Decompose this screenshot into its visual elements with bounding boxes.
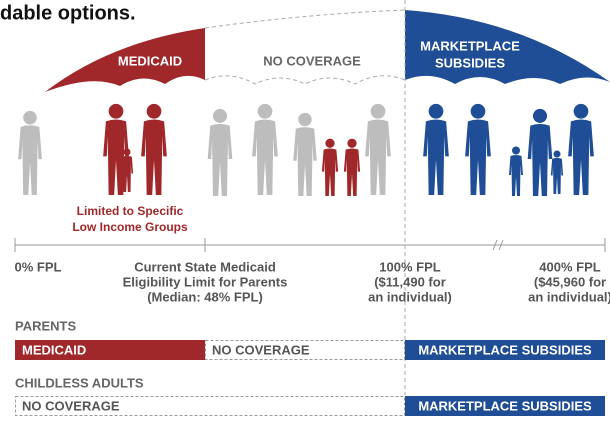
row-label: CHILDLESS ADULTS [15, 375, 144, 390]
axis-label: Eligibility Limit for Parents [123, 274, 288, 289]
row-label: PARENTS [15, 318, 76, 333]
axis-label: an individual) [528, 289, 610, 304]
people [18, 104, 594, 196]
segment-label: MARKETPLACE SUBSIDIES [418, 398, 592, 413]
segment-label: MEDICAID [22, 342, 86, 357]
axis-label: ($11,490 for [374, 274, 446, 289]
axis-label: 100% FPL [379, 259, 440, 274]
canopy-label: NO COVERAGE [263, 53, 361, 68]
segment-label: NO COVERAGE [212, 342, 310, 357]
note: Low Income Groups [72, 220, 188, 234]
axis [15, 238, 605, 252]
canopy-label: SUBSIDIES [435, 55, 505, 70]
axis-label: an individual) [368, 289, 452, 304]
axis-label: (Median: 48% FPL) [147, 289, 263, 304]
infographic: dable options. MEDICAID NO COVERAGE MARK… [0, 0, 610, 418]
segment-label: NO COVERAGE [22, 398, 120, 413]
note: Limited to Specific [77, 204, 184, 218]
title: dable options. [0, 2, 136, 24]
canopy-label: MARKETPLACE [420, 38, 520, 53]
canopy-label: MEDICAID [118, 53, 182, 68]
axis-label: ($45,960 for [534, 274, 606, 289]
axis-label: 0% FPL [15, 259, 62, 274]
segment-label: MARKETPLACE SUBSIDIES [418, 342, 592, 357]
no-coverage-canopy [205, 10, 405, 84]
axis-label: Current State Medicaid [134, 259, 276, 274]
axis-label: 400% FPL [539, 259, 600, 274]
